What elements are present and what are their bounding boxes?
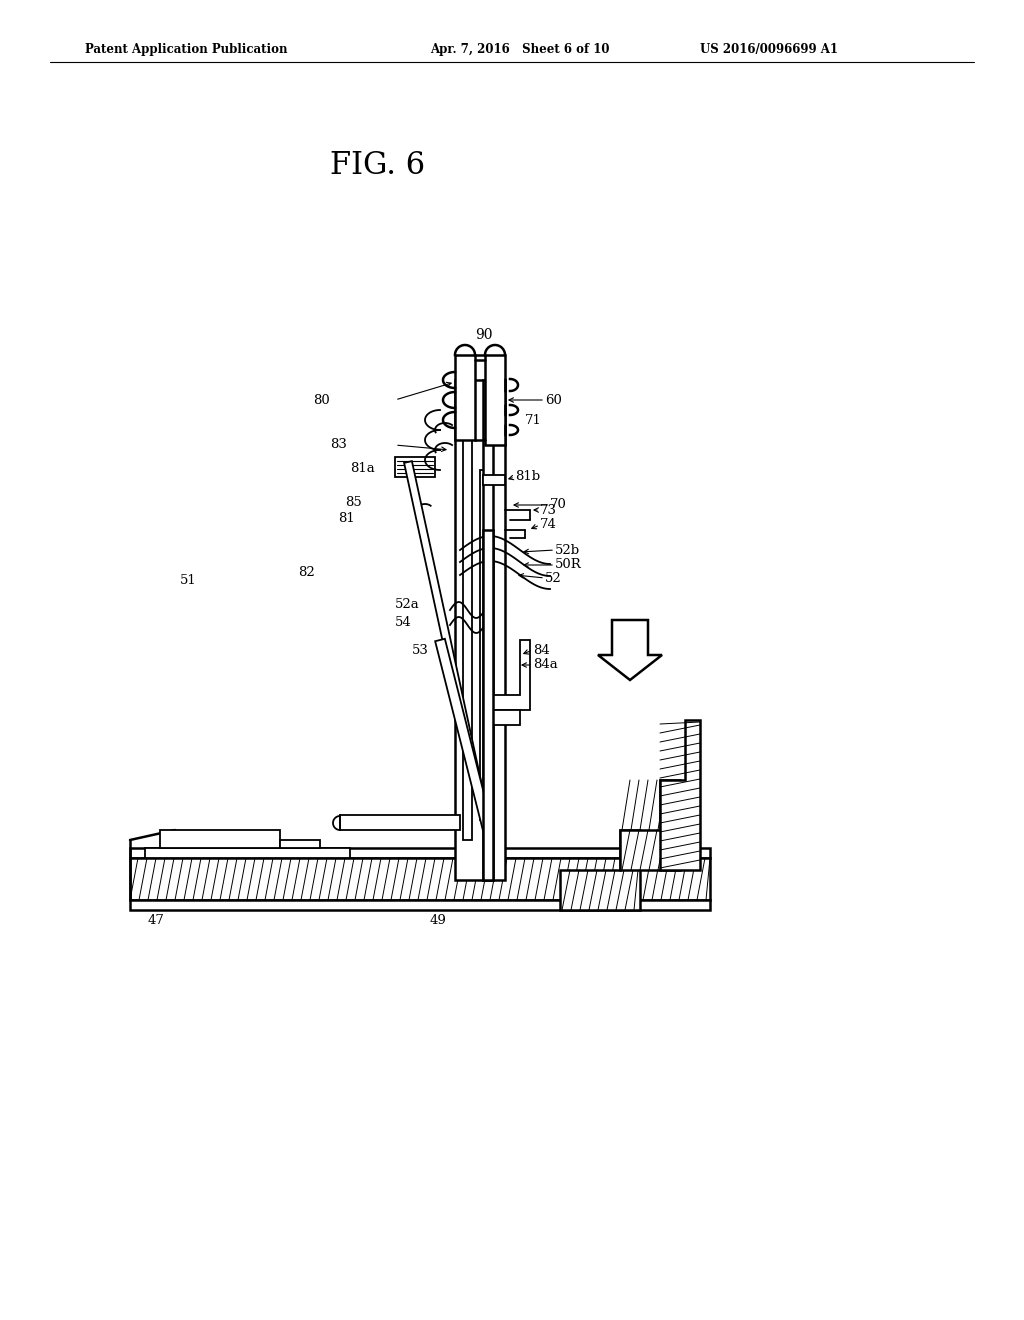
Polygon shape [130,900,710,909]
Polygon shape [483,475,505,484]
Text: 60: 60 [545,393,562,407]
Polygon shape [480,470,490,820]
Polygon shape [160,830,280,847]
Polygon shape [280,840,319,847]
Text: 47: 47 [148,913,165,927]
Text: Patent Application Publication: Patent Application Publication [85,44,288,57]
Polygon shape [395,457,435,477]
Text: 80: 80 [313,393,330,407]
Text: 84: 84 [534,644,550,656]
Polygon shape [660,719,700,870]
Text: 74: 74 [540,519,557,532]
Polygon shape [483,380,493,880]
Polygon shape [493,710,520,725]
Text: 52a: 52a [395,598,420,611]
Text: Apr. 7, 2016   Sheet 6 of 10: Apr. 7, 2016 Sheet 6 of 10 [430,44,609,57]
Polygon shape [340,814,460,830]
Text: 81: 81 [338,511,354,524]
Text: 52: 52 [545,572,562,585]
Text: US 2016/0096699 A1: US 2016/0096699 A1 [700,44,838,57]
Polygon shape [435,639,493,832]
Text: 90: 90 [475,327,493,342]
Polygon shape [483,531,493,880]
Polygon shape [560,830,640,909]
Polygon shape [620,780,680,870]
Polygon shape [455,380,505,880]
Text: 51: 51 [180,573,197,586]
Polygon shape [455,355,475,440]
Text: FIG. 6: FIG. 6 [330,149,425,181]
Text: 53: 53 [412,644,429,656]
Text: 52b: 52b [555,544,581,557]
Text: 81b: 81b [515,470,540,483]
Text: 85: 85 [345,495,361,508]
Polygon shape [493,640,530,710]
Text: 50R: 50R [555,558,582,572]
Text: 83: 83 [330,438,347,451]
Polygon shape [463,440,472,840]
Text: 81a: 81a [350,462,375,474]
Polygon shape [404,461,492,833]
Text: 73: 73 [540,503,557,516]
Text: 84a: 84a [534,659,558,672]
Text: 54: 54 [395,615,412,628]
Text: 49: 49 [430,913,446,927]
Text: 70: 70 [550,499,567,511]
Text: 82: 82 [298,565,314,578]
Polygon shape [145,847,350,858]
Text: 71: 71 [525,413,542,426]
Polygon shape [130,858,710,900]
Polygon shape [130,847,710,858]
Polygon shape [485,355,505,445]
Polygon shape [598,620,662,680]
